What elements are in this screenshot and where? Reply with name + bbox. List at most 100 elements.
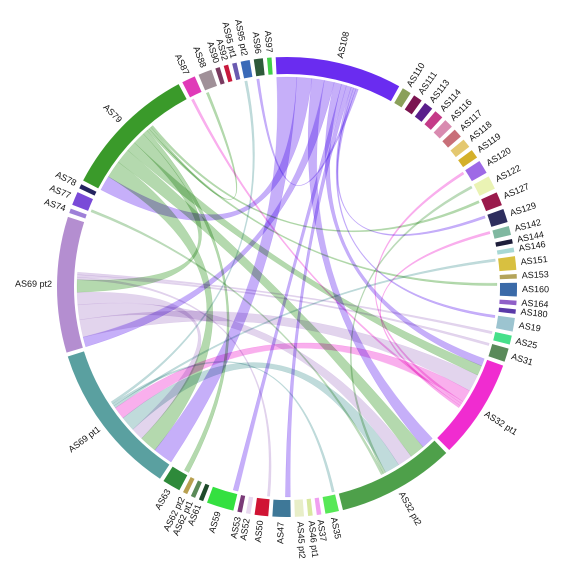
segment-label-as97: AS97 bbox=[263, 30, 275, 53]
segment-arc-as164 bbox=[499, 299, 517, 306]
segment-arc-as79 bbox=[83, 84, 187, 189]
segment-label-as19: AS19 bbox=[518, 320, 541, 333]
ribbon-as32-pt1-to-as142 bbox=[379, 231, 491, 409]
segment-label-as52: AS52 bbox=[238, 518, 252, 541]
ribbon-as79-to-as63 bbox=[143, 130, 230, 473]
segment-arc-as32-pt2 bbox=[338, 440, 447, 511]
segment-label-as164: AS164 bbox=[521, 298, 549, 310]
segment-arc-as114 bbox=[424, 111, 443, 130]
segment-arc-as90 bbox=[215, 67, 225, 85]
segment-arc-as122 bbox=[473, 176, 495, 196]
segment-arc-as62-pt1 bbox=[190, 480, 202, 498]
segment-arc-as142 bbox=[492, 226, 512, 239]
segment-label-as63: AS63 bbox=[153, 487, 173, 511]
segment-arc-as144 bbox=[495, 238, 513, 247]
segment-arc-as117 bbox=[442, 129, 461, 148]
segment-arc-as88 bbox=[198, 69, 217, 91]
segment-arc-as95-pt2 bbox=[240, 60, 253, 79]
segment-arc-as108 bbox=[275, 57, 400, 102]
ribbon-as69-pt2-to-as25 bbox=[77, 271, 493, 335]
segment-arc-as153 bbox=[499, 274, 517, 280]
segment-arc-as32-pt1 bbox=[437, 359, 504, 451]
ribbon-as69-pt2-to-as32-pt2 bbox=[77, 302, 412, 466]
segment-arc-as37 bbox=[314, 497, 322, 516]
segment-label-as45-pt2: AS45 pt2 bbox=[295, 521, 307, 559]
ribbon-as69-pt1-to-as151 bbox=[113, 258, 496, 409]
ribbon-as108-to-as129 bbox=[336, 87, 486, 237]
segment-label-as146: AS146 bbox=[518, 239, 546, 253]
segment-label-as46-pt1: AS46 pt1 bbox=[307, 520, 321, 558]
segment-label-as153: AS153 bbox=[521, 269, 548, 280]
segment-label-as88: AS88 bbox=[191, 45, 208, 69]
ribbon-as32-pt2-to-as122 bbox=[350, 185, 473, 474]
segment-arc-as69-pt2 bbox=[57, 216, 85, 353]
segment-arc-as53 bbox=[237, 494, 246, 513]
ribbon-as69-pt1-to-as35 bbox=[112, 361, 335, 493]
segment-label-as96: AS96 bbox=[251, 31, 264, 54]
segment-label-as79: AS79 bbox=[101, 102, 124, 125]
segment-arc-as151 bbox=[498, 256, 517, 272]
segment-arc-as180 bbox=[498, 307, 516, 314]
segment-arc-as160 bbox=[499, 282, 517, 297]
segment-arc-as77 bbox=[72, 192, 93, 211]
segment-label-as129: AS129 bbox=[509, 200, 538, 218]
segment-label-as87: AS87 bbox=[173, 52, 191, 76]
segment-label-as180: AS180 bbox=[520, 307, 548, 320]
segment-arc-as120 bbox=[465, 160, 487, 182]
segment-arc-as146 bbox=[496, 247, 515, 255]
segment-arc-as46-pt1 bbox=[306, 498, 313, 517]
segment-label-as160: AS160 bbox=[522, 284, 549, 294]
segment-arc-as97 bbox=[266, 57, 273, 75]
segment-label-as31: AS31 bbox=[510, 351, 534, 367]
ribbon-as108-to-as69-pt2 bbox=[82, 80, 335, 348]
segment-arc-as31 bbox=[488, 344, 509, 362]
segment-arc-as78 bbox=[79, 184, 97, 196]
ribbon-as108-to-as47 bbox=[285, 85, 352, 498]
segment-label-as53: AS53 bbox=[229, 516, 243, 540]
segment-arc-as92 bbox=[223, 64, 233, 83]
segment-arc-as127 bbox=[481, 192, 502, 212]
segment-arc-as63 bbox=[163, 466, 188, 491]
segment-label-as69-pt1: AS69 pt1 bbox=[66, 424, 102, 454]
segment-label-as47: AS47 bbox=[275, 522, 286, 544]
segment-arc-as62-pt2 bbox=[183, 476, 195, 495]
segment-label-as74: AS74 bbox=[43, 197, 67, 214]
segment-arc-as47 bbox=[272, 499, 291, 517]
segment-arc-as69-pt1 bbox=[67, 351, 170, 479]
segment-arc-as96 bbox=[253, 58, 265, 77]
segment-arc-as118 bbox=[450, 139, 470, 158]
ribbon-as32-pt1-to-as120 bbox=[374, 171, 465, 404]
segment-arc-as35 bbox=[322, 494, 339, 514]
segment-arc-as110 bbox=[394, 88, 411, 108]
segment-label-as32-pt2: AS32 pt2 bbox=[397, 490, 424, 527]
segment-arcs bbox=[57, 57, 517, 517]
segment-label-as59: AS59 bbox=[207, 510, 223, 534]
ribbon-as69-pt1-to-as95-pt2 bbox=[110, 80, 255, 405]
ribbon-as32-pt2-to-as77 bbox=[90, 209, 384, 475]
segment-arc-as113 bbox=[414, 102, 433, 122]
segment-arc-as45-pt2 bbox=[294, 499, 305, 517]
segment-arc-as111 bbox=[404, 95, 422, 115]
segment-label-as108: AS108 bbox=[335, 31, 351, 60]
segment-arc-as74 bbox=[69, 208, 87, 219]
ribbon-as79-to-as127 bbox=[150, 125, 480, 233]
ribbon-as108-to-as79 bbox=[100, 77, 313, 221]
segment-arc-as116 bbox=[433, 120, 452, 139]
segment-label-as37: AS37 bbox=[315, 519, 328, 542]
segment-label-as50: AS50 bbox=[253, 520, 265, 543]
segment-label-as122: AS122 bbox=[494, 163, 523, 184]
segment-arc-as95-pt1 bbox=[232, 62, 241, 81]
segment-label-as69-pt2: AS69 pt2 bbox=[15, 279, 52, 289]
segment-arc-as129 bbox=[487, 208, 508, 227]
ribbon-as79-to-as69-pt1 bbox=[108, 161, 214, 451]
segment-label-as25: AS25 bbox=[515, 336, 539, 351]
segment-label-as35: AS35 bbox=[329, 516, 343, 540]
ribbon-as69-pt2-to-as50 bbox=[76, 276, 272, 497]
segment-label-as127: AS127 bbox=[502, 181, 531, 201]
ribbon-as108-to-as59 bbox=[232, 83, 347, 492]
segment-label-as151: AS151 bbox=[520, 254, 548, 267]
ribbon-as69-pt2-to-as69-pt1 bbox=[76, 291, 202, 439]
segment-arc-as50 bbox=[254, 497, 270, 517]
segment-arc-as59 bbox=[207, 486, 238, 511]
